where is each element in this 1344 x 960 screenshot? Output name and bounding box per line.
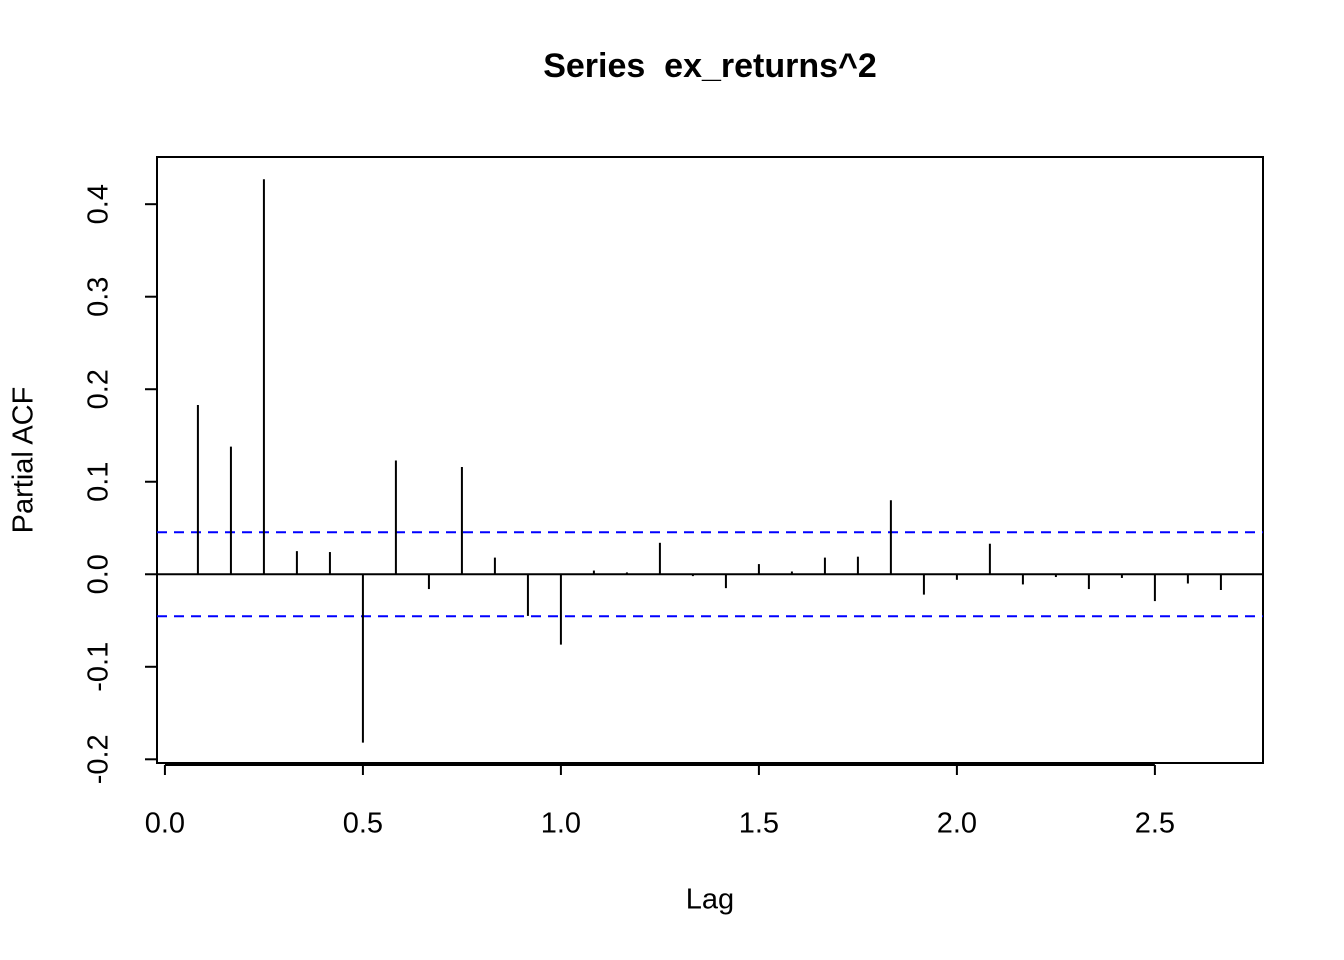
x-tick-label: 2.0: [937, 808, 977, 840]
plot-frame: [156, 156, 1264, 764]
y-tick-label: -0.1: [83, 642, 115, 692]
y-tick-label: -0.2: [83, 734, 115, 784]
y-tick-label: 0.1: [83, 462, 115, 502]
chart-title: Series ex_returns^2: [543, 47, 877, 85]
y-tick-label: 0.4: [83, 184, 115, 224]
y-tick-label: 0.3: [83, 277, 115, 317]
y-tick-label: 0.2: [83, 369, 115, 409]
x-tick-label: 2.5: [1135, 808, 1175, 840]
x-tick-label: 0.0: [145, 808, 185, 840]
y-tick-label: 0.0: [83, 554, 115, 594]
x-tick-label: 1.5: [739, 808, 779, 840]
y-axis-label: Partial ACF: [8, 387, 40, 534]
x-tick-label: 0.5: [343, 808, 383, 840]
x-tick-label: 1.0: [541, 808, 581, 840]
x-axis-label: Lag: [686, 884, 734, 916]
